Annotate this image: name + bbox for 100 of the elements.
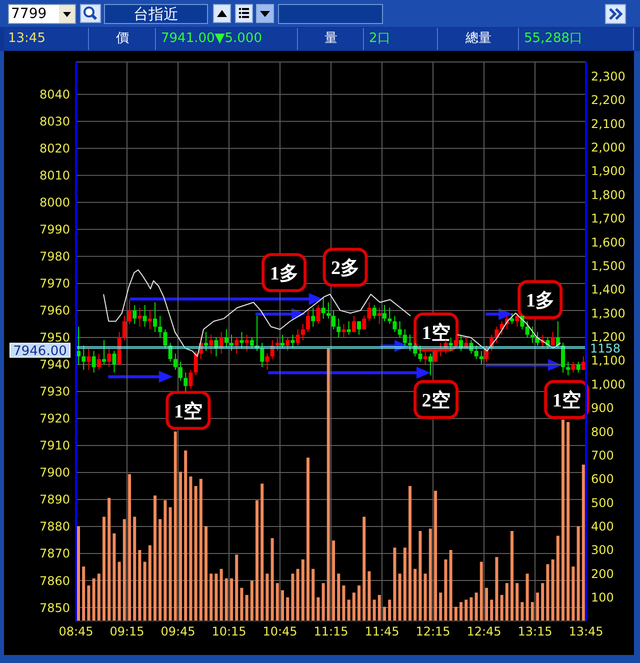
bar: [112, 533, 116, 621]
y-tick-label: 7990: [39, 222, 70, 237]
candlestick: [142, 304, 147, 328]
x-tick-label: 13:45: [568, 624, 604, 639]
candlestick: [362, 315, 366, 330]
bar: [245, 594, 248, 621]
bar: [393, 548, 396, 621]
y2-tick-label: 2,300: [591, 69, 626, 84]
bar: [368, 571, 371, 621]
candlestick: [382, 304, 387, 322]
bar: [516, 583, 519, 621]
candlestick: [230, 334, 234, 352]
y-tick-label: 8040: [39, 88, 70, 102]
y-tick-label: 7860: [39, 574, 70, 588]
y2-tick-label: 100: [591, 590, 614, 605]
bar: [526, 574, 529, 621]
candlestick: [346, 320, 351, 336]
y2-tick-label: 800: [591, 424, 614, 439]
bar: [444, 559, 448, 621]
y2-tick-label: 1,500: [591, 258, 626, 273]
bar: [510, 530, 514, 621]
bar: [347, 600, 350, 621]
candlestick: [474, 345, 478, 360]
bar: [118, 562, 121, 621]
x-tick-label: 10:45: [262, 624, 298, 639]
bar: [108, 498, 111, 621]
candlestick: [96, 353, 101, 370]
candlestick: [311, 307, 316, 328]
annotation: 1多: [526, 290, 554, 312]
candlestick: [209, 334, 214, 354]
x-tick-label: 12:15: [416, 624, 450, 639]
candlestick: [82, 345, 86, 370]
candlestick: [296, 328, 300, 346]
y-tick-label: 7940: [39, 358, 70, 372]
bar: [576, 526, 580, 621]
y-tick-label: 8000: [39, 196, 70, 210]
y-tick-label: 7930: [39, 384, 70, 399]
bar: [408, 486, 412, 621]
bar: [189, 476, 192, 621]
info-cell: 7941.00▼5.000: [157, 28, 298, 50]
candlestick: [112, 350, 116, 374]
bar: [582, 464, 585, 621]
bar: [296, 568, 300, 621]
y-tick-label: 7900: [39, 466, 70, 480]
y2-tick-label: 1,700: [591, 212, 626, 226]
info-cell: 55,288口: [520, 28, 634, 50]
y-tick-label: 7880: [39, 520, 70, 534]
candlestick: [158, 315, 162, 338]
bar: [546, 564, 550, 621]
candlestick: [102, 340, 106, 365]
bar: [224, 578, 228, 621]
bar: [77, 526, 80, 621]
bar: [143, 562, 146, 621]
y2-tick-label: 1,900: [591, 164, 626, 178]
bar: [362, 516, 366, 621]
bar: [449, 550, 452, 621]
candlestick: [107, 348, 112, 368]
candlestick: [306, 310, 310, 333]
x-tick-label: 09:15: [110, 624, 144, 639]
annotation: 1空: [422, 322, 450, 344]
candlestick: [536, 332, 540, 346]
bar: [128, 474, 131, 621]
y-tick-label: 7870: [39, 546, 70, 561]
bar: [164, 500, 167, 621]
bar: [418, 530, 422, 621]
candlestick: [525, 320, 530, 338]
candlestick: [576, 361, 580, 374]
y-tick-label: 7950: [39, 330, 70, 345]
bar: [342, 585, 346, 621]
candlestick: [418, 345, 422, 362]
y2-tick-label: 500: [591, 496, 614, 510]
bar: [536, 592, 539, 621]
y2-tick-label: 1,100: [591, 354, 626, 368]
y2-tick-label: 1,200: [591, 330, 626, 344]
chart-title: 台指近: [134, 5, 178, 23]
code-field: 7799: [8, 4, 76, 24]
bar: [439, 592, 442, 621]
candlestick: [510, 312, 514, 324]
info-cell: 量: [299, 28, 364, 50]
y2-tick-label: 1,400: [591, 282, 626, 297]
bar: [306, 458, 310, 621]
candlestick: [128, 299, 132, 324]
y2-tick-label: 900: [591, 401, 614, 416]
candlestick: [372, 304, 376, 320]
bar: [235, 554, 238, 621]
bar: [428, 528, 432, 621]
bar: [230, 578, 233, 621]
candlestick: [132, 304, 137, 324]
y2-tick-label: 1,300: [591, 306, 626, 320]
bar: [464, 600, 468, 621]
bar: [220, 568, 223, 621]
candlestick: [408, 334, 412, 352]
info-cell: 2口: [365, 28, 438, 50]
bar: [301, 559, 304, 621]
candlestick: [428, 353, 432, 376]
bar: [485, 588, 488, 621]
bar: [520, 602, 524, 621]
candlestick: [138, 307, 142, 328]
bar: [414, 568, 417, 621]
bar: [266, 574, 269, 621]
